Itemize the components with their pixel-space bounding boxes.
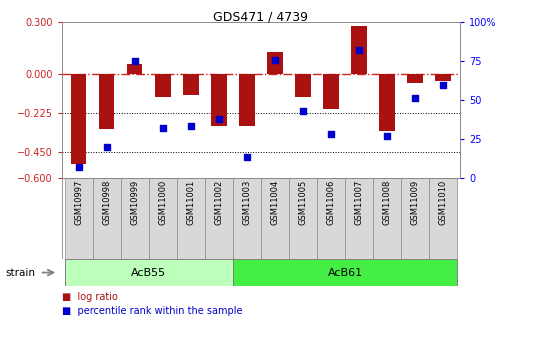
Text: GSM11002: GSM11002 (214, 180, 223, 225)
Text: GSM11008: GSM11008 (383, 180, 392, 226)
Bar (323, 74, 339, 109)
Point (130, 58, 139, 64)
Text: GSM11005: GSM11005 (299, 180, 308, 225)
Text: GSM10998: GSM10998 (102, 180, 111, 226)
Point (102, 144, 111, 149)
Bar (435, 74, 451, 81)
Bar (295, 74, 311, 97)
Text: GSM11001: GSM11001 (186, 180, 195, 225)
Text: GSM11003: GSM11003 (243, 180, 251, 226)
Point (299, 108, 307, 114)
Bar (205, 178, 233, 259)
Text: GSM11000: GSM11000 (158, 180, 167, 225)
Point (74, 164, 83, 169)
Text: ■  percentile rank within the sample: ■ percentile rank within the sample (62, 306, 243, 316)
Text: GSM11006: GSM11006 (327, 180, 336, 226)
Point (327, 131, 335, 137)
Bar (233, 178, 261, 259)
Text: strain: strain (5, 268, 36, 277)
Point (411, 96, 420, 101)
Text: GDS471 / 4739: GDS471 / 4739 (214, 10, 308, 23)
Bar (351, 26, 367, 74)
Bar (183, 74, 199, 95)
Text: AcB55: AcB55 (131, 268, 166, 277)
Point (215, 116, 223, 121)
Bar (345, 178, 373, 259)
Bar (127, 64, 143, 74)
Point (271, 57, 279, 62)
Text: AcB61: AcB61 (328, 268, 363, 277)
Bar (65, 259, 233, 286)
Text: GSM10999: GSM10999 (130, 180, 139, 225)
Bar (177, 178, 205, 259)
Text: GSM11004: GSM11004 (271, 180, 279, 225)
Bar (239, 74, 254, 126)
Bar (233, 259, 457, 286)
Text: GSM11009: GSM11009 (410, 180, 420, 225)
Point (355, 48, 363, 53)
Bar (289, 178, 317, 259)
Point (439, 82, 448, 87)
Bar (71, 74, 87, 164)
Bar (93, 178, 121, 259)
Bar (429, 178, 457, 259)
Text: ■  log ratio: ■ log ratio (62, 292, 118, 302)
Bar (267, 52, 282, 74)
Bar (261, 178, 289, 259)
Bar (149, 178, 177, 259)
Bar (373, 178, 401, 259)
Bar (65, 178, 93, 259)
Bar (401, 178, 429, 259)
Text: GSM11010: GSM11010 (438, 180, 448, 225)
Text: GSM10997: GSM10997 (74, 180, 83, 226)
Bar (99, 74, 115, 129)
Bar (121, 178, 149, 259)
Point (187, 124, 195, 129)
Bar (317, 178, 345, 259)
Point (383, 133, 392, 138)
Bar (379, 74, 395, 131)
Bar (155, 74, 171, 97)
Point (159, 125, 167, 131)
Point (243, 155, 251, 160)
Bar (407, 74, 423, 83)
Bar (211, 74, 226, 126)
Text: GSM11007: GSM11007 (355, 180, 364, 226)
